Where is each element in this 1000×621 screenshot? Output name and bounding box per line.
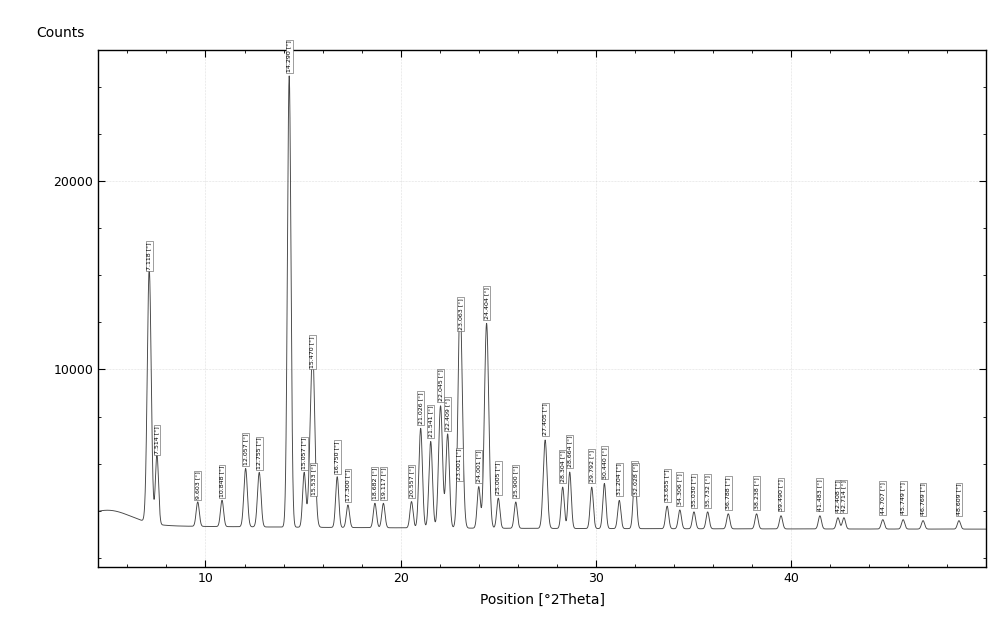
Text: 23.001 [°]: 23.001 [°] — [457, 449, 462, 481]
Text: 35.030 [°]: 35.030 [°] — [691, 475, 696, 507]
Text: 38.238 [°]: 38.238 [°] — [754, 477, 759, 509]
Text: 25.005 [°]: 25.005 [°] — [496, 462, 501, 494]
Text: 9.603 [°]: 9.603 [°] — [195, 471, 200, 499]
Text: 12.057 [°]: 12.057 [°] — [243, 433, 248, 465]
Text: 29.792 [°]: 29.792 [°] — [589, 450, 594, 483]
Text: 27.405 [°]: 27.405 [°] — [543, 404, 548, 435]
Text: 32.028 [°]: 32.028 [°] — [633, 464, 638, 496]
Text: 22.045 [°]: 22.045 [°] — [438, 369, 443, 401]
Text: 42.714 [°]: 42.714 [°] — [841, 481, 846, 512]
Text: 7.118 [°]: 7.118 [°] — [147, 242, 152, 270]
Text: 24.001 [°]: 24.001 [°] — [476, 451, 481, 483]
Text: 10.848 [°]: 10.848 [°] — [220, 466, 225, 497]
Text: 28.304 [°]: 28.304 [°] — [560, 451, 565, 483]
Text: 17.300 [°]: 17.300 [°] — [345, 469, 350, 501]
Text: 21.026 [°]: 21.026 [°] — [418, 392, 423, 424]
Text: 16.750 [°]: 16.750 [°] — [335, 442, 340, 473]
Text: 14.290 [°]: 14.290 [°] — [287, 41, 292, 73]
Text: 15.057 [°]: 15.057 [°] — [302, 438, 307, 469]
Text: 41.483 [°]: 41.483 [°] — [817, 479, 822, 510]
Text: Counts: Counts — [36, 25, 84, 40]
Text: 36.788 [°]: 36.788 [°] — [726, 477, 731, 509]
Text: 7.514 [°]: 7.514 [°] — [154, 427, 159, 454]
Text: 19.117 [°]: 19.117 [°] — [381, 468, 386, 499]
Text: 30.440 [°]: 30.440 [°] — [602, 446, 607, 479]
Text: 12.755 [°]: 12.755 [°] — [257, 438, 262, 469]
X-axis label: Position [°2Theta]: Position [°2Theta] — [480, 593, 605, 607]
Text: 22.409 [°]: 22.409 [°] — [445, 398, 450, 430]
Text: 31.977 [°]: 31.977 [°] — [632, 462, 637, 494]
Text: 39.490 [°]: 39.490 [°] — [778, 479, 783, 510]
Text: 48.609 [°]: 48.609 [°] — [956, 484, 961, 515]
Text: 35.732 [°]: 35.732 [°] — [705, 475, 710, 507]
Text: 44.707 [°]: 44.707 [°] — [880, 483, 885, 514]
Text: 15.470 [°]: 15.470 [°] — [310, 336, 315, 368]
Text: 42.408 [°]: 42.408 [°] — [835, 481, 840, 512]
Text: 33.655 [°]: 33.655 [°] — [665, 469, 670, 501]
Text: 15.533 [°]: 15.533 [°] — [311, 464, 316, 496]
Text: 18.682 [°]: 18.682 [°] — [372, 468, 377, 499]
Text: 24.404 [°]: 24.404 [°] — [484, 287, 489, 319]
Text: 23.063 [°]: 23.063 [°] — [458, 298, 463, 330]
Text: 34.306 [°]: 34.306 [°] — [677, 473, 682, 505]
Text: 20.557 [°]: 20.557 [°] — [409, 466, 414, 497]
Text: 28.664 [°]: 28.664 [°] — [567, 436, 572, 467]
Text: 46.769 [°]: 46.769 [°] — [921, 484, 926, 515]
Text: 31.204 [°]: 31.204 [°] — [617, 464, 622, 496]
Text: 45.749 [°]: 45.749 [°] — [901, 483, 906, 514]
Text: 25.900 [°]: 25.900 [°] — [513, 466, 518, 497]
Text: 21.541 [°]: 21.541 [°] — [428, 406, 433, 437]
